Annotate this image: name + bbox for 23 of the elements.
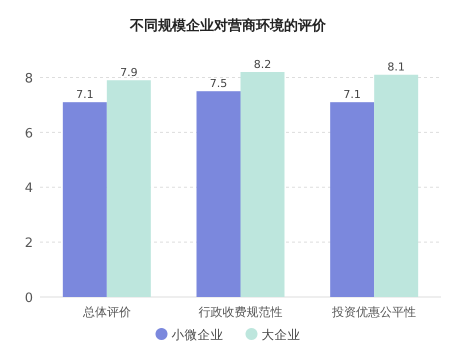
data-label: 7.9 [120,66,138,80]
y-tick-label: 0 [24,291,33,306]
bar [330,102,374,297]
data-label: 7.1 [76,88,94,102]
data-label: 8.1 [387,60,405,74]
bar [374,74,418,297]
bar [196,91,240,297]
x-tick-label: 总体评价 [82,305,131,319]
y-tick-label: 4 [24,181,33,196]
legend-label: 小微企业 [172,327,224,342]
legend-label: 大企业 [262,327,300,342]
data-label: 7.1 [343,88,361,102]
bar [106,80,151,297]
x-tick-label: 行政收费规范性 [198,305,282,319]
data-label: 7.5 [210,77,228,90]
y-tick-label: 8 [24,71,33,86]
data-label: 8.2 [254,58,272,71]
y-tick-label: 6 [24,126,33,142]
chart-title: 不同规模企业对营商环境的评价 [129,17,327,34]
bar [240,72,284,297]
bar [62,102,107,297]
y-tick-label: 2 [24,236,33,252]
x-tick-label: 投资优惠公平性 [331,305,416,319]
